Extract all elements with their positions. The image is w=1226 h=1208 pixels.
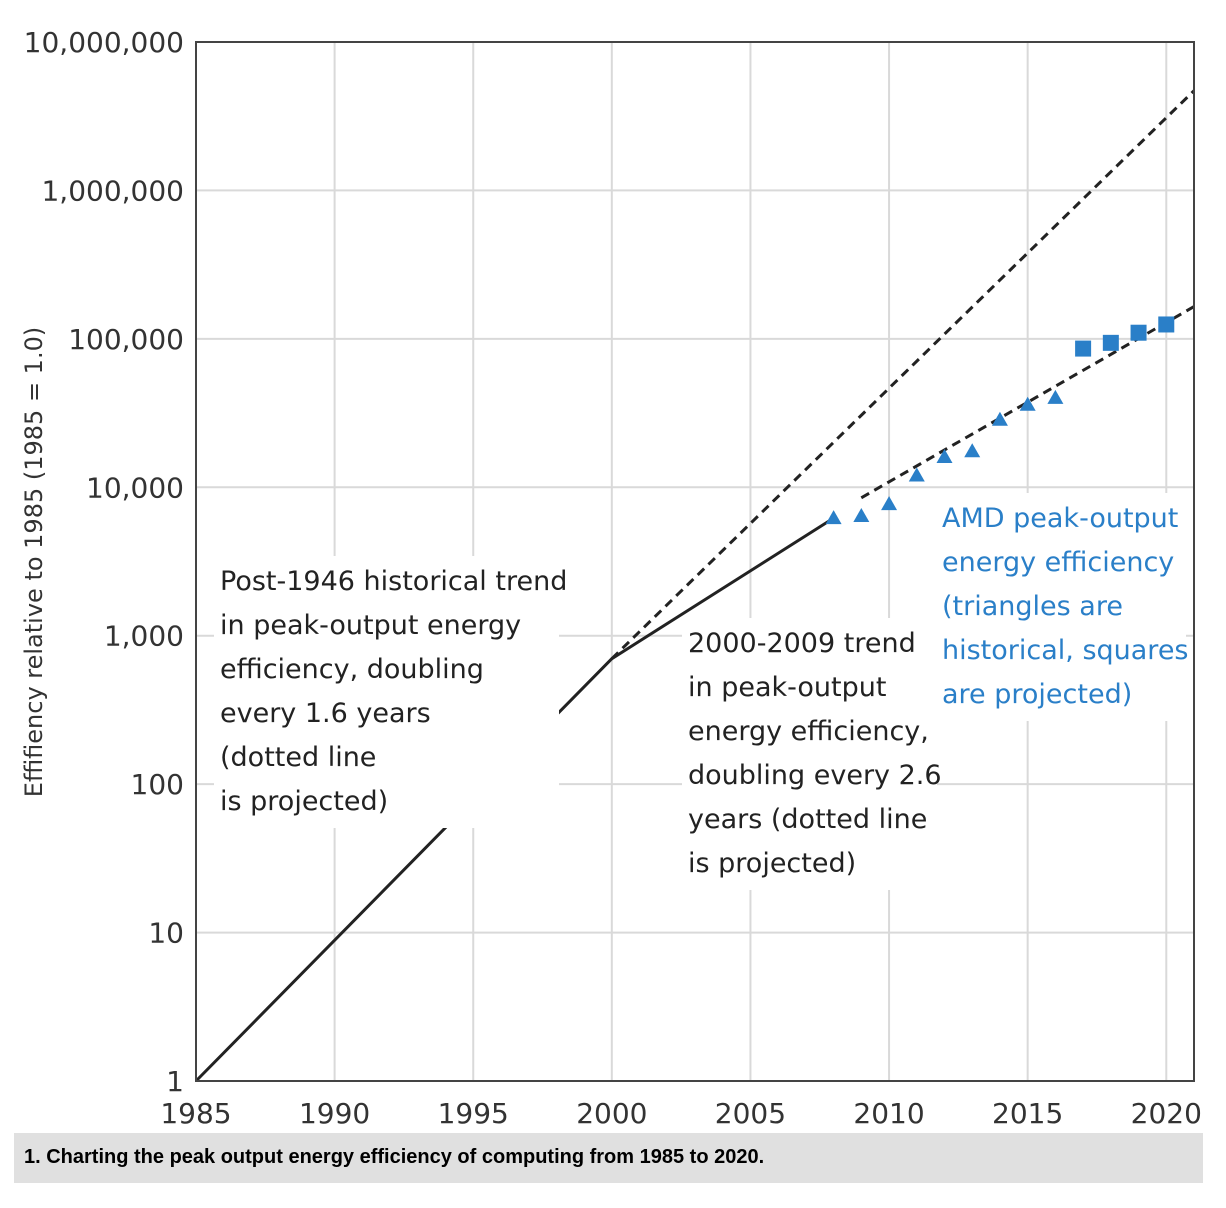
y-tick-label: 100,000: [68, 323, 184, 356]
y-tick-label: 10: [148, 917, 184, 950]
y-tick-label: 10,000,000: [24, 26, 184, 59]
post1946-annotation-line: in peak-output energy: [220, 610, 521, 641]
trend2000-annotation-line: is projected): [688, 848, 856, 879]
projected-data-point: [1102, 334, 1119, 351]
caption-bar: [14, 1133, 1203, 1183]
x-tick-label: 2020: [1131, 1097, 1202, 1130]
historical-data-point: [1047, 389, 1064, 404]
x-tick-label: 2005: [715, 1097, 786, 1130]
historical-data-point: [853, 508, 870, 523]
historical-data-point: [1019, 396, 1036, 411]
amd-annotation-line: AMD peak-output: [942, 503, 1178, 534]
post1946-annotation-line: is projected): [220, 786, 388, 817]
x-tick-label: 1985: [160, 1097, 231, 1130]
y-tick-label: 10,000: [86, 471, 184, 504]
amd-annotation-line: are projected): [942, 679, 1132, 710]
trend2000-annotation-line: 2000-2009 trend: [688, 628, 916, 659]
historical-data-point: [908, 467, 925, 482]
y-tick-label: 1,000,000: [41, 174, 184, 207]
y-tick-label: 100: [131, 768, 184, 801]
historical-data-point: [964, 443, 981, 458]
x-tick-label: 2010: [853, 1097, 924, 1130]
x-tick-label: 1990: [299, 1097, 370, 1130]
projected-data-point: [1130, 324, 1147, 341]
trend2000-annotation-line: in peak-output: [688, 672, 886, 703]
amd-annotation-line: energy efficiency: [942, 547, 1174, 578]
tick-labels: 1985 1990 1995 2000 2005 2010 2015 2020 1 10 100 1,…: [24, 26, 1202, 1130]
x-tick-label: 2000: [576, 1097, 647, 1130]
post1946-annotation-line: Post-1946 historical trend: [220, 566, 567, 597]
x-tick-label: 1995: [438, 1097, 509, 1130]
amd-annotation-line: (triangles are: [942, 591, 1123, 622]
projected-trend-line: [610, 89, 1196, 660]
historical-data-point: [991, 411, 1008, 426]
series-group: [194, 89, 1196, 1083]
annotations: Post-1946 historical trend in peak-output…: [214, 493, 1189, 890]
y-tick-label: 1: [166, 1065, 184, 1098]
post1946-annotation-line: (dotted line: [220, 742, 376, 773]
trend2000-annotation-line: doubling every 2.6: [688, 760, 942, 791]
chart: Post-1946 historical trend in peak-output…: [20, 26, 1202, 1130]
projected-data-point: [1158, 316, 1175, 333]
post1946-annotation-line: efficiency, doubling: [220, 654, 484, 685]
y-axis-label: Effifiency relative to 1985 (1985 = 1.0): [20, 327, 48, 797]
post1946-annotation-line: every 1.6 years: [220, 698, 431, 729]
amd-annotation-line: historical, squares: [942, 635, 1189, 666]
post1946-annotation-bg: [214, 556, 559, 828]
trend2000-annotation-bg: [682, 618, 937, 890]
projected-data-point: [1075, 340, 1092, 357]
trend2000-annotation-line: years (dotted line: [688, 804, 927, 835]
x-tick-label: 2015: [992, 1097, 1063, 1130]
historical-data-point: [881, 496, 898, 511]
plot-frame: [195, 41, 1195, 1082]
historical-data-point: [936, 448, 953, 463]
historical-data-point: [825, 510, 842, 525]
amd-annotation-bg: [936, 493, 1186, 721]
figure-caption: 1. Charting the peak output energy effic…: [24, 1146, 765, 1168]
trend2000-annotation-line: energy efficiency,: [688, 716, 929, 747]
y-tick-label: 1,000: [104, 620, 184, 653]
